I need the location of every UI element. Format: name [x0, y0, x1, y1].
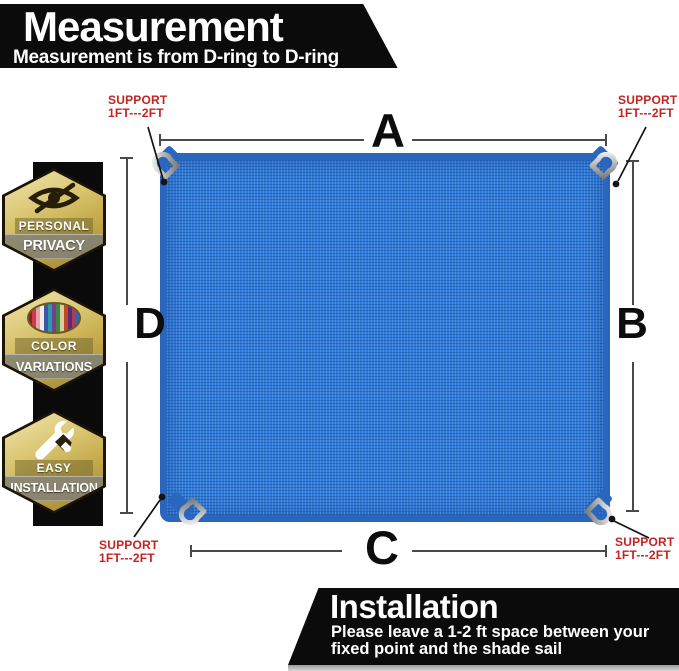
installation-banner: Installation Please leave a 1-2 ft space…: [288, 588, 679, 665]
measure-line-b: [632, 161, 634, 305]
measure-line-b: [632, 362, 634, 511]
d-ring-icon: [178, 497, 207, 526]
support-label-top-right: SUPPORT 1FT---2FT: [618, 94, 677, 120]
measure-tick: [605, 134, 607, 146]
installation-subtitle-line1: Please leave a 1-2 ft space between your: [331, 623, 650, 641]
color-swatch-icon: [5, 298, 103, 338]
banner-shadow-strip: [288, 665, 679, 671]
measure-line-c: [191, 550, 342, 552]
support-text: SUPPORT: [618, 93, 678, 107]
support-label-bottom-left: SUPPORT 1FT---2FT: [99, 539, 158, 565]
measure-line-d: [126, 362, 128, 513]
support-label-top-left: SUPPORT 1FT---2FT: [108, 94, 167, 120]
measure-tick: [626, 510, 639, 512]
measure-line-c: [412, 550, 606, 552]
measure-tick: [626, 160, 639, 162]
wrench-hand-icon: [5, 420, 103, 460]
measure-tick: [159, 134, 161, 146]
d-ring-icon: [589, 151, 618, 180]
side-label-b: B: [616, 299, 648, 348]
support-text: 1FT---2FT: [108, 106, 164, 120]
measure-line-a: [160, 139, 364, 141]
support-text: 1FT---2FT: [99, 551, 155, 565]
d-ring-icon: [584, 497, 613, 526]
badge-label-small: COLOR: [15, 338, 93, 354]
side-label-c: C: [365, 521, 399, 574]
side-label-d: D: [134, 299, 166, 348]
measure-tick: [120, 157, 133, 159]
support-text: 1FT---2FT: [618, 106, 674, 120]
support-text: SUPPORT: [108, 93, 168, 107]
measurement-subtitle: Measurement is from D-ring to D-ring: [13, 47, 339, 68]
badge-label-small: EASY: [15, 460, 93, 476]
support-text: 1FT---2FT: [615, 548, 671, 562]
measure-tick: [120, 512, 133, 514]
shade-sail-fabric: [160, 153, 610, 522]
side-label-a: A: [371, 104, 405, 157]
measure-tick: [190, 545, 192, 557]
measurement-banner: Measurement Measurement is from D-ring t…: [0, 3, 398, 68]
measure-line-a: [412, 139, 606, 141]
measure-line-d: [126, 158, 128, 305]
installation-subtitle-line2: fixed point and the shade sail: [331, 639, 563, 658]
measurement-title: Measurement: [23, 3, 284, 50]
installation-subtitle: Please leave a 1-2 ft space between your…: [331, 624, 649, 657]
installation-title: Installation: [330, 588, 499, 625]
support-text: SUPPORT: [99, 538, 159, 552]
eye-slash-icon: [5, 178, 103, 218]
badge-label-small: PERSONAL: [15, 218, 93, 234]
support-label-bottom-right: SUPPORT 1FT---2FT: [615, 536, 674, 562]
measure-tick: [605, 545, 607, 557]
